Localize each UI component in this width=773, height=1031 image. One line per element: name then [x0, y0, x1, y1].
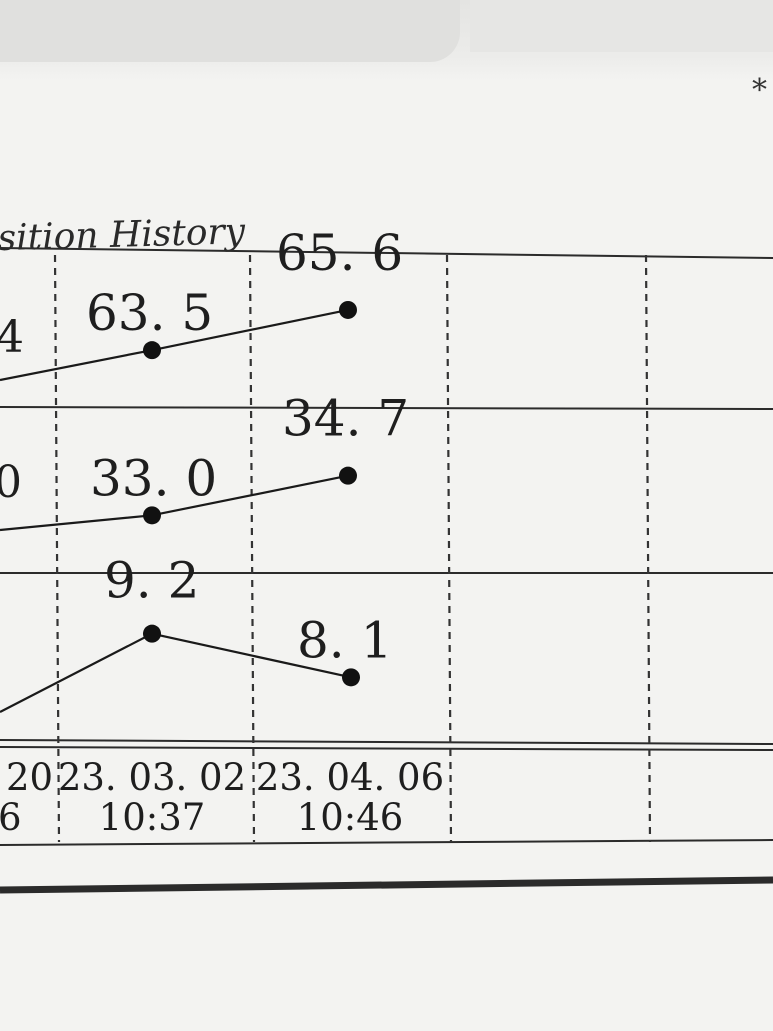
data-point — [143, 341, 161, 360]
column-separator — [53, 254, 61, 843]
date-tick-label: 23. 03. 02 — [58, 756, 246, 799]
corner-mark: * — [752, 73, 767, 108]
value-label: 65. 6 — [276, 224, 403, 282]
value-label: 33. 0 — [90, 449, 217, 507]
data-point — [339, 300, 357, 319]
value-labels: 63. 5 65. 6 4 33. 0 34. 7 0 9. 2 8. 1 — [0, 224, 409, 669]
data-point — [342, 668, 360, 687]
time-tick-label: 6 — [0, 796, 22, 839]
time-tick-label: 10:46 — [297, 796, 404, 839]
chart-grid — [0, 247, 773, 894]
chart-title: sition History — [0, 211, 246, 259]
value-label: 63. 5 — [86, 284, 213, 342]
column-separator — [644, 254, 652, 843]
grid-rule — [0, 876, 773, 894]
date-tick-label: 23. 04. 06 — [256, 756, 444, 799]
time-tick-label: 10:37 — [99, 796, 206, 839]
grid-rule — [0, 247, 773, 259]
value-label: 9. 2 — [104, 552, 199, 610]
value-label: 8. 1 — [297, 611, 392, 669]
clipped-value-label: 0 — [0, 457, 22, 508]
date-tick-label: 20 — [6, 756, 53, 799]
shadow-area-right — [470, 0, 773, 52]
grid-rule — [0, 746, 773, 751]
value-label: 34. 7 — [282, 390, 409, 448]
data-point — [143, 506, 161, 525]
column-separator — [248, 254, 256, 843]
grid-rule — [0, 839, 773, 846]
data-point — [339, 466, 357, 485]
grid-rule — [0, 406, 773, 410]
shadow-area-left — [0, 0, 460, 62]
paper-shadow-band — [0, 0, 773, 80]
clipped-value-label: 4 — [0, 312, 24, 363]
data-point — [143, 624, 161, 643]
series-lines — [0, 300, 360, 713]
grid-rule — [0, 739, 773, 745]
column-separator — [445, 254, 453, 843]
